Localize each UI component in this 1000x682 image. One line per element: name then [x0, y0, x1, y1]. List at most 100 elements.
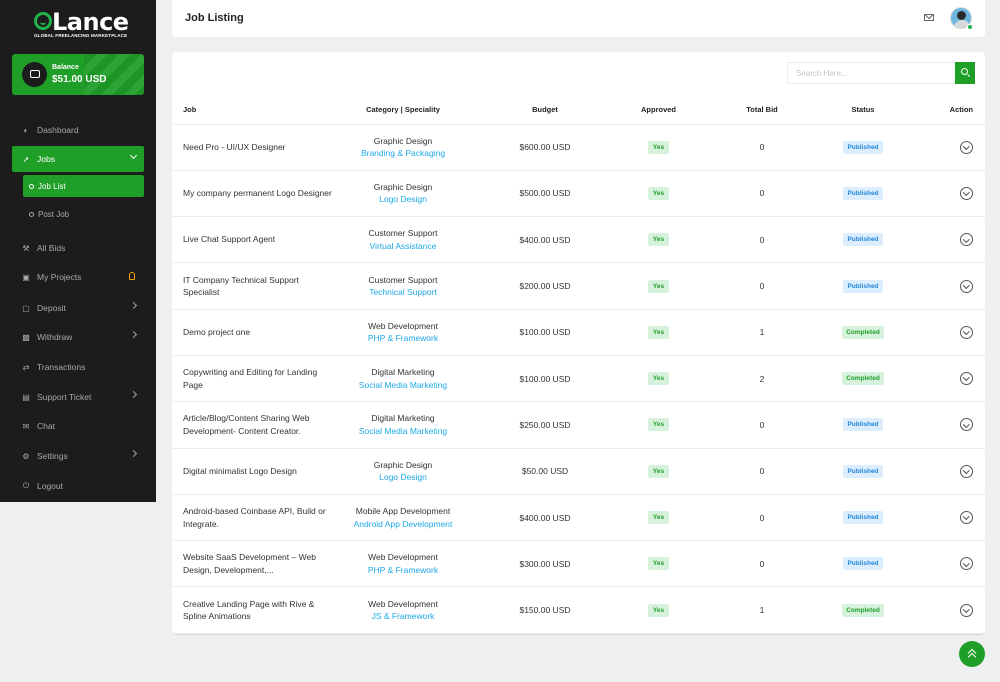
- speciality-link[interactable]: Android App Development: [353, 518, 453, 529]
- sidebar-item-label: Transactions: [37, 362, 86, 372]
- chevron-down-icon[interactable]: [960, 186, 973, 200]
- speciality-link[interactable]: JS & Framework: [371, 611, 435, 622]
- status-badge: Published: [843, 511, 883, 525]
- category-name: Graphic Design: [373, 135, 433, 146]
- chevron-down-icon[interactable]: [960, 325, 973, 339]
- chevron-down-icon[interactable]: [960, 511, 973, 525]
- sidebar-item-my-projects[interactable]: ▣ My Projects: [12, 264, 144, 290]
- approved-cell: Yes: [616, 216, 701, 264]
- job-listing-card: Job Category | Speciality Budget Approve…: [172, 52, 985, 635]
- sidebar-item-withdraw[interactable]: ▩ Withdraw: [12, 324, 144, 350]
- category-name: Mobile App Development: [355, 506, 451, 517]
- status-cell: Published: [823, 401, 903, 449]
- sidebar-item-label: Support Ticket: [37, 392, 92, 402]
- category-cell: Web Development PHP & Framework: [332, 540, 474, 588]
- chevron-down-icon[interactable]: [960, 372, 973, 386]
- approved-cell: Yes: [616, 586, 701, 634]
- speciality-link[interactable]: PHP & Framework: [367, 564, 439, 575]
- sidebar-subitem-post-job[interactable]: Post Job: [23, 203, 144, 225]
- job-title[interactable]: My company permanent Logo Designer: [172, 170, 332, 218]
- job-title[interactable]: Need Pro - UI/UX Designer: [172, 124, 332, 171]
- speciality-link[interactable]: Virtual Assistance: [369, 240, 437, 251]
- status-cell: Published: [823, 494, 903, 542]
- status-badge: Completed: [842, 325, 884, 339]
- sidebar-item-jobs[interactable]: ➚ Jobs: [12, 146, 144, 172]
- sidebar-item-label: Withdraw: [37, 332, 73, 342]
- approved-badge: Yes: [647, 557, 670, 571]
- speciality-link[interactable]: PHP & Framework: [367, 333, 439, 344]
- status-cell: Published: [823, 448, 903, 495]
- sidebar-item-logout[interactable]: ⏻ Logout: [12, 473, 144, 499]
- sidebar-item-transactions[interactable]: ⇄ Transactions: [12, 354, 144, 380]
- total-bid-cell: 0: [701, 170, 823, 218]
- chevron-down-icon[interactable]: [960, 557, 973, 571]
- search-button[interactable]: [955, 62, 975, 84]
- table-row: Android-based Coinbase API, Build or Int…: [172, 494, 985, 542]
- category-name: Customer Support: [368, 228, 438, 239]
- approved-badge: Yes: [647, 418, 670, 432]
- chevron-right-icon: [129, 390, 138, 399]
- chevron-down-icon[interactable]: [960, 233, 973, 247]
- sidebar-item-chat[interactable]: ✉ Chat: [12, 413, 144, 439]
- job-title[interactable]: Creative Landing Page with Rive & Spline…: [172, 586, 332, 634]
- approved-cell: Yes: [616, 540, 701, 588]
- chevron-down-icon[interactable]: [960, 464, 973, 478]
- job-title[interactable]: Article/Blog/Content Sharing Web Develop…: [172, 401, 332, 449]
- mail-icon[interactable]: [924, 14, 934, 21]
- action-cell: [903, 124, 985, 171]
- logo-text: Lance: [52, 8, 129, 36]
- logo-smile-icon: [34, 12, 52, 30]
- sidebar-item-settings[interactable]: ⚙ Settings: [12, 443, 144, 469]
- speciality-link[interactable]: Technical Support: [369, 287, 437, 298]
- total-bid-cell: 0: [701, 448, 823, 495]
- speciality-link[interactable]: Logo Design: [379, 194, 427, 205]
- action-cell: [903, 401, 985, 449]
- speciality-link[interactable]: Social Media Marketing: [358, 425, 448, 436]
- table-row: Demo project one Web Development PHP & Fr…: [172, 309, 985, 356]
- column-header-category: Category | Speciality: [332, 96, 474, 125]
- category-name: Customer Support: [368, 274, 438, 285]
- avatar[interactable]: [950, 7, 972, 29]
- balance-value: $51.00 USD: [52, 74, 107, 85]
- approved-badge: Yes: [647, 603, 670, 617]
- chevron-down-icon[interactable]: [960, 603, 973, 617]
- sidebar-subitem-job-list[interactable]: Job List: [23, 175, 144, 197]
- speciality-link[interactable]: Logo Design: [379, 472, 427, 483]
- total-bid-cell: 0: [701, 540, 823, 588]
- scroll-to-top-button[interactable]: [959, 641, 985, 667]
- approved-badge: Yes: [647, 372, 670, 386]
- status-cell: Published: [823, 540, 903, 588]
- job-title[interactable]: Demo project one: [172, 309, 332, 356]
- logo[interactable]: Lance GLOBAL FREELANCING MARKETPLACE: [34, 8, 129, 40]
- status-cell: Published: [823, 262, 903, 310]
- job-title[interactable]: Android-based Coinbase API, Build or Int…: [172, 494, 332, 542]
- approved-cell: Yes: [616, 262, 701, 310]
- chevron-down-icon[interactable]: [960, 279, 973, 293]
- sidebar-item-label: Chat: [37, 421, 55, 431]
- job-title[interactable]: Copywriting and Editing for Landing Page: [172, 355, 332, 403]
- action-cell: [903, 309, 985, 356]
- job-title[interactable]: Website SaaS Development – Web Design, D…: [172, 540, 332, 588]
- sidebar-item-deposit[interactable]: ▢ Deposit: [12, 295, 144, 321]
- job-title[interactable]: Digital minimalist Logo Design: [172, 448, 332, 495]
- speciality-link[interactable]: Branding & Packaging: [360, 148, 446, 159]
- budget-cell: $300.00 USD: [474, 540, 616, 588]
- approved-cell: Yes: [616, 309, 701, 356]
- wallet-icon-wrapper: [22, 62, 47, 87]
- sidebar-item-all-bids[interactable]: ⚒ All Bids: [12, 235, 144, 261]
- category-cell: Graphic Design Branding & Packaging: [332, 124, 474, 171]
- job-title[interactable]: Live Chat Support Agent: [172, 216, 332, 264]
- chat-icon: ✉: [22, 421, 30, 431]
- search-input[interactable]: [787, 62, 955, 84]
- category-cell: Web Development JS & Framework: [332, 586, 474, 634]
- action-cell: [903, 540, 985, 588]
- column-header-approved: Approved: [616, 96, 701, 125]
- status-badge: Published: [843, 140, 883, 154]
- speciality-link[interactable]: Social Media Marketing: [358, 379, 448, 390]
- job-title[interactable]: IT Company Technical Support Specialist: [172, 262, 332, 310]
- chevron-down-icon[interactable]: [960, 140, 973, 154]
- sidebar-item-dashboard[interactable]: ◐ Dashboard: [12, 117, 144, 143]
- table-row: IT Company Technical Support Specialist …: [172, 262, 985, 310]
- chevron-down-icon[interactable]: [960, 418, 973, 432]
- sidebar-item-support-ticket[interactable]: ▤ Support Ticket: [12, 384, 144, 410]
